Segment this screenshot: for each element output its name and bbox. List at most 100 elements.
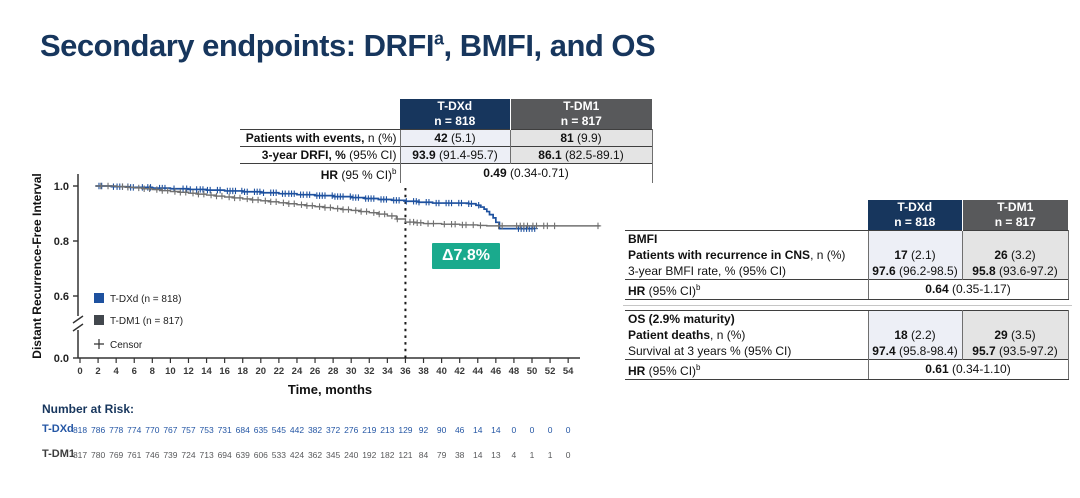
risk-count: 38 <box>454 450 465 460</box>
risk-count: 770 <box>145 425 160 435</box>
row-label: Patients with recurrence in CNS, n (%) <box>625 247 868 263</box>
delta-annotation-badge: Δ7.8% <box>432 243 500 269</box>
risk-count: 767 <box>163 425 178 435</box>
risk-count: 786 <box>91 425 106 435</box>
cell-regular-text: Survival at 3 years % (95% CI) <box>628 343 792 358</box>
table-row: Survival at 3 years % (95% CI) 97.4 (95.8… <box>625 343 1069 360</box>
risk-count: 817 <box>72 450 88 460</box>
cell-bold-text: 29 <box>994 327 1008 342</box>
risk-count: 192 <box>362 450 377 460</box>
cell-regular-text: (0.34-0.71) <box>506 166 569 180</box>
x-tick-label: 6 <box>132 366 137 377</box>
risk-count: 0 <box>565 450 571 460</box>
hr-row: HR (95 % CI)b 0.49 (0.34-0.71) <box>240 163 653 183</box>
x-tick-label: 0 <box>77 366 82 377</box>
cell-bold-text: 42 <box>434 130 448 145</box>
risk-count: 424 <box>289 450 305 460</box>
cell-regular-text: (3.2) <box>1007 247 1036 262</box>
legend-swatch-tdxd <box>94 293 104 303</box>
header-spacer-cell <box>625 200 868 231</box>
row-label: Patients with events, n (%) <box>240 129 400 147</box>
km-curve-t-dm1 <box>95 185 600 227</box>
risk-count: 780 <box>91 450 106 460</box>
value-cell-dxd: 97.6 (96.2-98.5) <box>867 263 963 280</box>
risk-count: 92 <box>418 425 429 435</box>
risk-count: 639 <box>235 450 250 460</box>
hr-label: HR (95% CI)b <box>625 359 868 380</box>
x-tick-label: 40 <box>436 366 447 377</box>
page-title: Secondary endpoints: DRFIa, BMFI, and OS <box>40 28 656 64</box>
risk-count: 372 <box>326 425 341 435</box>
legend-label-censor: Censor <box>110 340 143 351</box>
risk-count: 746 <box>145 450 160 460</box>
table-row: Patients with events, n (%) 42 (5.1) 81 (9… <box>240 129 653 147</box>
value-cell-dm1: 95.8 (93.6-97.2) <box>961 263 1069 280</box>
value-cell-dxd: 42 (5.1) <box>399 129 511 147</box>
section-label: BMFI <box>625 230 868 247</box>
legend-swatch-tdm1 <box>94 315 104 325</box>
cell-regular-text: (0.34-1.10) <box>948 362 1011 376</box>
x-tick-label: 26 <box>310 366 321 377</box>
cell-bold-text: HR <box>628 364 646 378</box>
cell-regular-text: (2.2) <box>907 327 936 342</box>
cell-regular-text: (95.8-98.4) <box>895 343 958 358</box>
x-tick-label: 50 <box>527 366 538 377</box>
risk-count: 769 <box>109 450 124 460</box>
os-table: OS (2.9% maturity) Patient deaths, n (%) 1… <box>625 310 1069 380</box>
section-cell-dxd <box>867 310 963 327</box>
risk-count: 382 <box>307 425 323 435</box>
header-arm-name: T-DXd <box>897 200 933 214</box>
risk-count: 545 <box>271 425 286 435</box>
header-arm-n: n = 818 <box>434 114 476 128</box>
section-cell-dm1 <box>961 310 1069 327</box>
cell-bold-text: Patients with recurrence in CNS <box>628 247 811 262</box>
cell-regular-text: (95% CI) <box>345 147 397 162</box>
risk-count: 213 <box>380 425 395 435</box>
risk-count: 240 <box>344 450 359 460</box>
footnote-sup: b <box>696 283 701 292</box>
risk-row-values-t-dm1: 817 780 769 761 746 739 724 713 694 639 606 533 424 3… <box>71 450 577 460</box>
cell-regular-text: , n (%) <box>810 247 846 262</box>
risk-count: 533 <box>271 450 286 460</box>
cell-bold-text: 3-year DRFI, % <box>261 147 346 162</box>
km-plot: 1.0 0.8 0.6 0.0 Distant Recurrence-Free Inte… <box>30 173 602 397</box>
header-spacer-cell <box>240 99 400 130</box>
cell-bold-text: 81 <box>560 130 574 145</box>
header-arm-n: n = 818 <box>894 215 936 229</box>
risk-count: 774 <box>127 425 142 435</box>
column-header-dm1: T-DM1 n = 817 <box>961 200 1068 231</box>
value-cell-dm1: 29 (3.5) <box>961 327 1069 343</box>
legend-label-tdxd: T-DXd (n = 818) <box>110 294 181 305</box>
section-row: OS (2.9% maturity) <box>625 310 1069 327</box>
risk-count: 1 <box>547 450 553 460</box>
table-row: Patients with recurrence in CNS, n (%) 17… <box>625 247 1069 263</box>
row-label: 3-year BMFI rate, % (95% CI) <box>625 263 868 280</box>
hr-value: 0.64 (0.35-1.17) <box>867 279 1069 300</box>
table-row: 3-year DRFI, % (95% CI) 93.9 (91.4-95.7) 8… <box>240 146 653 164</box>
x-tick-label: 46 <box>491 366 502 377</box>
risk-count: 0 <box>529 425 535 435</box>
y-axis-break-marks <box>72 315 84 332</box>
risk-count: 0 <box>565 425 571 435</box>
legend-label-tdm1: T-DM1 (n = 817) <box>110 316 183 327</box>
section-cell-dm1 <box>961 230 1069 247</box>
risk-count: 753 <box>199 425 214 435</box>
risk-count: 121 <box>398 450 413 460</box>
risk-count: 14 <box>491 425 501 435</box>
risk-count: 1 <box>529 450 535 460</box>
table-header-row: T-DXd n = 818 T-DM1 n = 817 <box>625 200 1068 231</box>
x-tick-label: 44 <box>472 366 483 377</box>
cell-bold-text: BMFI <box>628 231 658 246</box>
risk-count: 724 <box>181 450 196 460</box>
cell-bold-text: Patients with events, <box>245 130 365 145</box>
x-tick-label: 30 <box>346 366 357 377</box>
table-row: Patient deaths, n (%) 18 (2.2) 29 (3.5) <box>625 327 1069 343</box>
cell-regular-text: (93.5-97.2) <box>995 343 1058 358</box>
value-cell-dxd: 17 (2.1) <box>867 247 963 263</box>
y-axis-title: Distant Recurrence-Free Interval <box>30 173 44 358</box>
risk-count: 684 <box>235 425 250 435</box>
section-cell-dxd <box>867 230 963 247</box>
risk-count: 362 <box>307 450 323 460</box>
risk-count: 818 <box>72 425 88 435</box>
cell-regular-text: (3.5) <box>1007 327 1036 342</box>
